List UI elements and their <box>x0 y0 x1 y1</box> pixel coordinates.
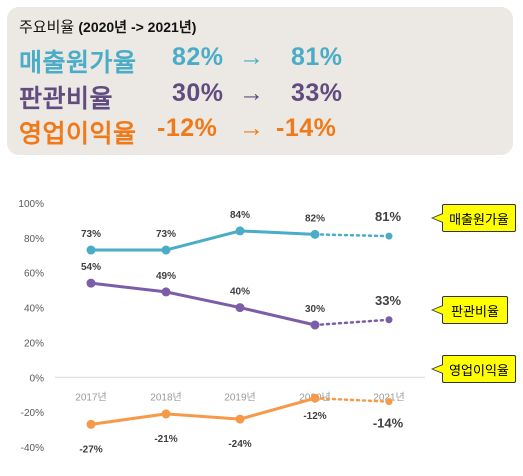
data-label: 30% <box>305 304 325 315</box>
summary-from: 82% <box>172 43 224 71</box>
summary-to: -14% <box>276 114 337 142</box>
summary-from: 30% <box>172 79 224 107</box>
summary-box: 주요비율 (2020년 -> 2021년) 매출원가율 82% → 81% 판관… <box>7 7 513 155</box>
data-label: 84% <box>230 210 250 221</box>
y-tick-label: -40% <box>21 443 44 454</box>
data-label: 82% <box>305 213 325 224</box>
summary-to: 33% <box>291 79 343 107</box>
summary-label: 판관비율 <box>19 85 114 113</box>
data-point <box>161 409 171 419</box>
summary-label: 매출원가율 <box>19 49 137 77</box>
x-tick-label: 2018년 <box>150 391 181 403</box>
x-tick-label: 2019년 <box>224 391 255 403</box>
x-tick-label: 2017년 <box>75 391 106 403</box>
series-forecast-line <box>313 318 391 327</box>
data-label: 73% <box>81 229 101 240</box>
data-label: 33% <box>375 293 401 308</box>
data-point <box>310 320 320 330</box>
data-point <box>235 303 245 313</box>
series-line <box>91 229 316 252</box>
data-point <box>161 287 171 297</box>
data-point <box>310 393 320 403</box>
series-line <box>90 281 316 327</box>
data-point <box>86 278 96 288</box>
summary-title: 주요비율 (2020년 -> 2021년) <box>19 16 196 37</box>
series-forecast-line <box>313 396 391 403</box>
data-point <box>385 398 393 406</box>
callout-op: 영업이익율 <box>431 355 516 383</box>
summary-arrow: → <box>239 43 265 71</box>
y-tick-label: 80% <box>24 234 44 245</box>
data-label: 40% <box>230 287 250 298</box>
y-tick-label: 100% <box>18 199 44 210</box>
y-tick-label: 0% <box>30 373 45 384</box>
data-label: -27% <box>79 444 102 455</box>
callout-cogs: 매출원가율 <box>431 204 516 232</box>
data-label: -14% <box>373 416 404 431</box>
data-point <box>86 245 96 255</box>
data-label: -21% <box>154 434 177 445</box>
data-label: 73% <box>156 229 176 240</box>
y-tick-label: 20% <box>24 338 44 349</box>
data-label: 49% <box>156 271 176 282</box>
data-point <box>161 245 171 255</box>
y-tick-label: 60% <box>24 269 44 280</box>
data-label: -12% <box>303 411 326 422</box>
data-point <box>385 232 393 240</box>
callout-sga: 판관비율 <box>431 296 508 324</box>
summary-title-main: 주요비율 <box>19 19 75 36</box>
summary-to: 81% <box>291 43 343 71</box>
summary-arrow: → <box>239 79 265 107</box>
data-point <box>86 419 96 429</box>
summary-label: 영업이익율 <box>19 120 137 148</box>
data-point <box>310 229 320 239</box>
data-label: 81% <box>375 209 401 224</box>
data-point <box>235 414 245 424</box>
data-label: 54% <box>81 262 101 273</box>
data-point <box>235 226 245 236</box>
summary-arrow: → <box>239 114 265 142</box>
series-line <box>90 396 316 426</box>
data-label: -24% <box>228 439 251 450</box>
y-tick-label: -20% <box>21 408 44 419</box>
y-tick-label: 40% <box>24 304 44 315</box>
summary-title-period: (2020년 -> 2021년) <box>78 19 197 35</box>
data-point <box>385 316 393 324</box>
series-forecast-line <box>313 233 391 238</box>
summary-from: -12% <box>157 114 218 142</box>
